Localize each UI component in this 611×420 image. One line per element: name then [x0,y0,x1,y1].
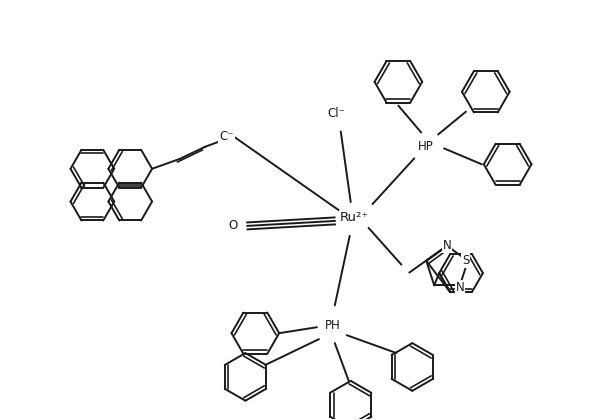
Text: Cl⁻: Cl⁻ [328,107,346,120]
Text: C⁻: C⁻ [219,131,234,144]
Text: PH: PH [325,319,341,332]
Text: N: N [443,239,452,252]
Text: S: S [462,255,469,268]
Text: Ru²⁺: Ru²⁺ [340,211,369,224]
Text: O: O [229,219,238,232]
Text: S: S [462,255,469,268]
Text: N: N [456,281,464,294]
Text: HP: HP [419,140,434,153]
